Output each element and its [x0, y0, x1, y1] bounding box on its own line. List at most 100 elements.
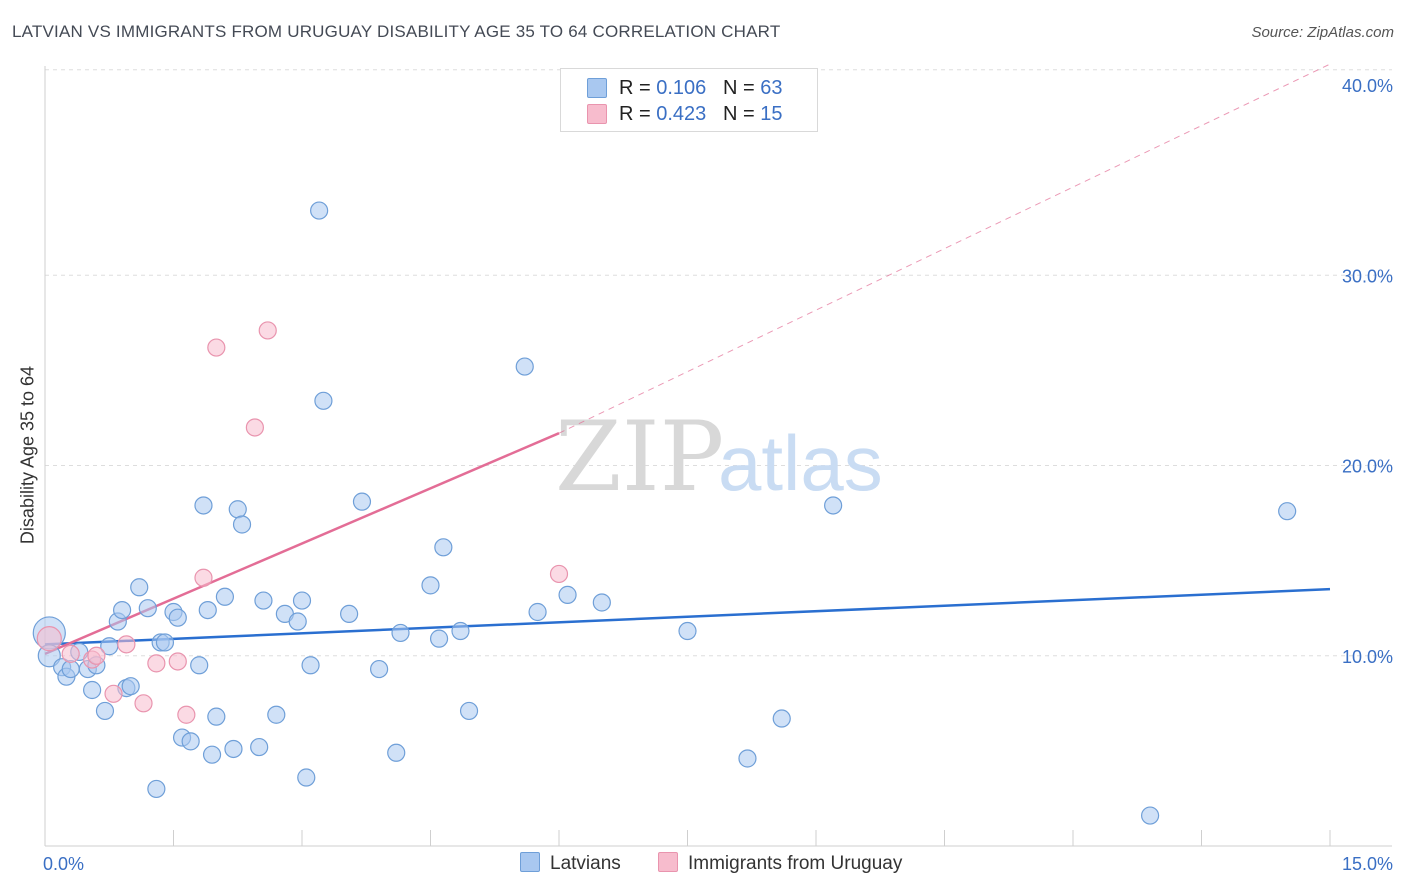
latvians-point: [678, 621, 697, 641]
points-layer: [32, 201, 1297, 825]
legend-swatch-uruguay: [587, 104, 607, 124]
latvians-point: [297, 768, 316, 787]
uruguay-point: [549, 564, 569, 584]
latvians-point: [288, 612, 307, 631]
r-value: 0.423: [656, 103, 707, 125]
uruguay-point: [177, 705, 196, 724]
uruguay-point: [104, 684, 123, 703]
latvians-point: [254, 591, 273, 610]
latvians-point: [459, 701, 479, 721]
uruguay-point: [87, 646, 106, 665]
uruguay-trend-line: [44, 432, 560, 656]
latvians-point: [738, 749, 757, 768]
uruguay-point: [134, 694, 153, 713]
stats-legend: R = 0.106 N = 63 R = 0.423 N = 15: [560, 68, 818, 132]
latvians-point: [352, 492, 372, 511]
n-value: 15: [760, 103, 783, 125]
y-tick-label: 40.0%: [1342, 76, 1393, 96]
latvians-point: [824, 496, 843, 515]
bottom-legend-uruguay: Immigrants from Uruguay: [658, 852, 902, 875]
latvians-point: [224, 739, 243, 759]
latvians-point: [202, 745, 222, 764]
bottom-legend-label-latvians: Latvians: [550, 853, 621, 874]
n-value: 63: [760, 77, 783, 99]
latvians-trend-line: [44, 587, 1331, 646]
uruguay-point: [117, 635, 136, 654]
latvians-point: [772, 709, 791, 728]
uruguay-point: [258, 321, 277, 340]
latvians-point: [515, 357, 534, 376]
grid-layer: [45, 69, 1392, 657]
axis-layer: [44, 66, 1392, 847]
latvians-point: [292, 591, 312, 610]
latvians-point: [190, 656, 209, 675]
watermark: ZIP atlas: [555, 401, 883, 513]
uruguay-point: [147, 654, 166, 673]
latvians-point: [314, 391, 333, 410]
latvians-point: [250, 737, 269, 757]
y-tick-label: 10.0%: [1342, 647, 1393, 667]
latvians-point: [83, 680, 102, 700]
bottom-legend-swatch-latvians: [520, 852, 540, 872]
n-label: N =: [722, 77, 761, 99]
latvians-point: [215, 587, 234, 606]
tick-label-layer: 10.0% 20.0% 30.0% 40.0% 0.0% 15.0%: [43, 76, 1393, 874]
latvians-point: [147, 779, 166, 799]
r-value: 0.106: [656, 77, 707, 99]
bottom-legend-latvians: Latvians: [520, 852, 621, 875]
r-label: R =: [619, 77, 657, 99]
legend-text-latvians: R = 0.106 N = 63: [619, 77, 782, 100]
latvians-point: [301, 656, 320, 675]
n-label: N =: [722, 103, 761, 125]
chart-title: LATVIAN VS IMMIGRANTS FROM URUGUAY DISAB…: [12, 22, 781, 41]
x-tick-label: 0.0%: [43, 854, 84, 874]
latvians-point: [592, 593, 611, 612]
source-label: Source: ZipAtlas.com: [1251, 24, 1394, 41]
uruguay-point: [207, 338, 226, 357]
latvians-point: [112, 600, 132, 620]
latvians-point: [61, 659, 80, 679]
y-tick-label: 20.0%: [1342, 457, 1393, 477]
latvians-point: [198, 600, 217, 620]
latvians-point: [95, 701, 115, 721]
legend-swatch-latvians: [587, 78, 607, 98]
uruguay-point: [194, 568, 213, 587]
latvians-point: [168, 608, 187, 627]
latvians-point: [387, 743, 406, 762]
latvians-point: [558, 585, 577, 604]
latvians-point: [130, 578, 149, 597]
latvians-point: [155, 633, 175, 652]
uruguay-point: [61, 644, 80, 663]
bottom-legend-label-uruguay: Immigrants from Uruguay: [688, 853, 903, 874]
trend-layer: [44, 63, 1331, 656]
legend-text-uruguay: R = 0.423 N = 15: [619, 103, 782, 126]
latvians-point: [121, 677, 140, 696]
latvians-point: [267, 705, 286, 724]
r-label: R =: [619, 103, 657, 125]
watermark-zip: ZIP: [555, 401, 724, 513]
latvians-point: [310, 201, 329, 220]
latvians-point: [1278, 502, 1297, 521]
latvians-point: [370, 659, 389, 679]
latvians-point: [434, 538, 453, 557]
latvians-point: [421, 576, 440, 595]
y-tick-label: 30.0%: [1342, 266, 1393, 286]
uruguay-point: [245, 418, 264, 437]
latvians-point: [138, 599, 157, 618]
latvians-point: [228, 500, 247, 519]
x-tick-label: 15.0%: [1342, 854, 1393, 874]
latvians-point: [181, 732, 200, 751]
latvians-point: [391, 623, 410, 643]
uruguay-point: [36, 626, 62, 652]
latvians-point: [1140, 806, 1160, 825]
latvians-point: [194, 496, 213, 515]
uruguay-point: [168, 652, 187, 671]
latvians-point: [340, 604, 359, 624]
latvians-point: [429, 629, 449, 648]
watermark-atlas: atlas: [718, 419, 883, 507]
latvians-point: [451, 621, 470, 641]
bottom-legend-swatch-uruguay: [658, 852, 678, 872]
latvians-point: [528, 602, 547, 622]
latvians-point: [207, 707, 226, 726]
